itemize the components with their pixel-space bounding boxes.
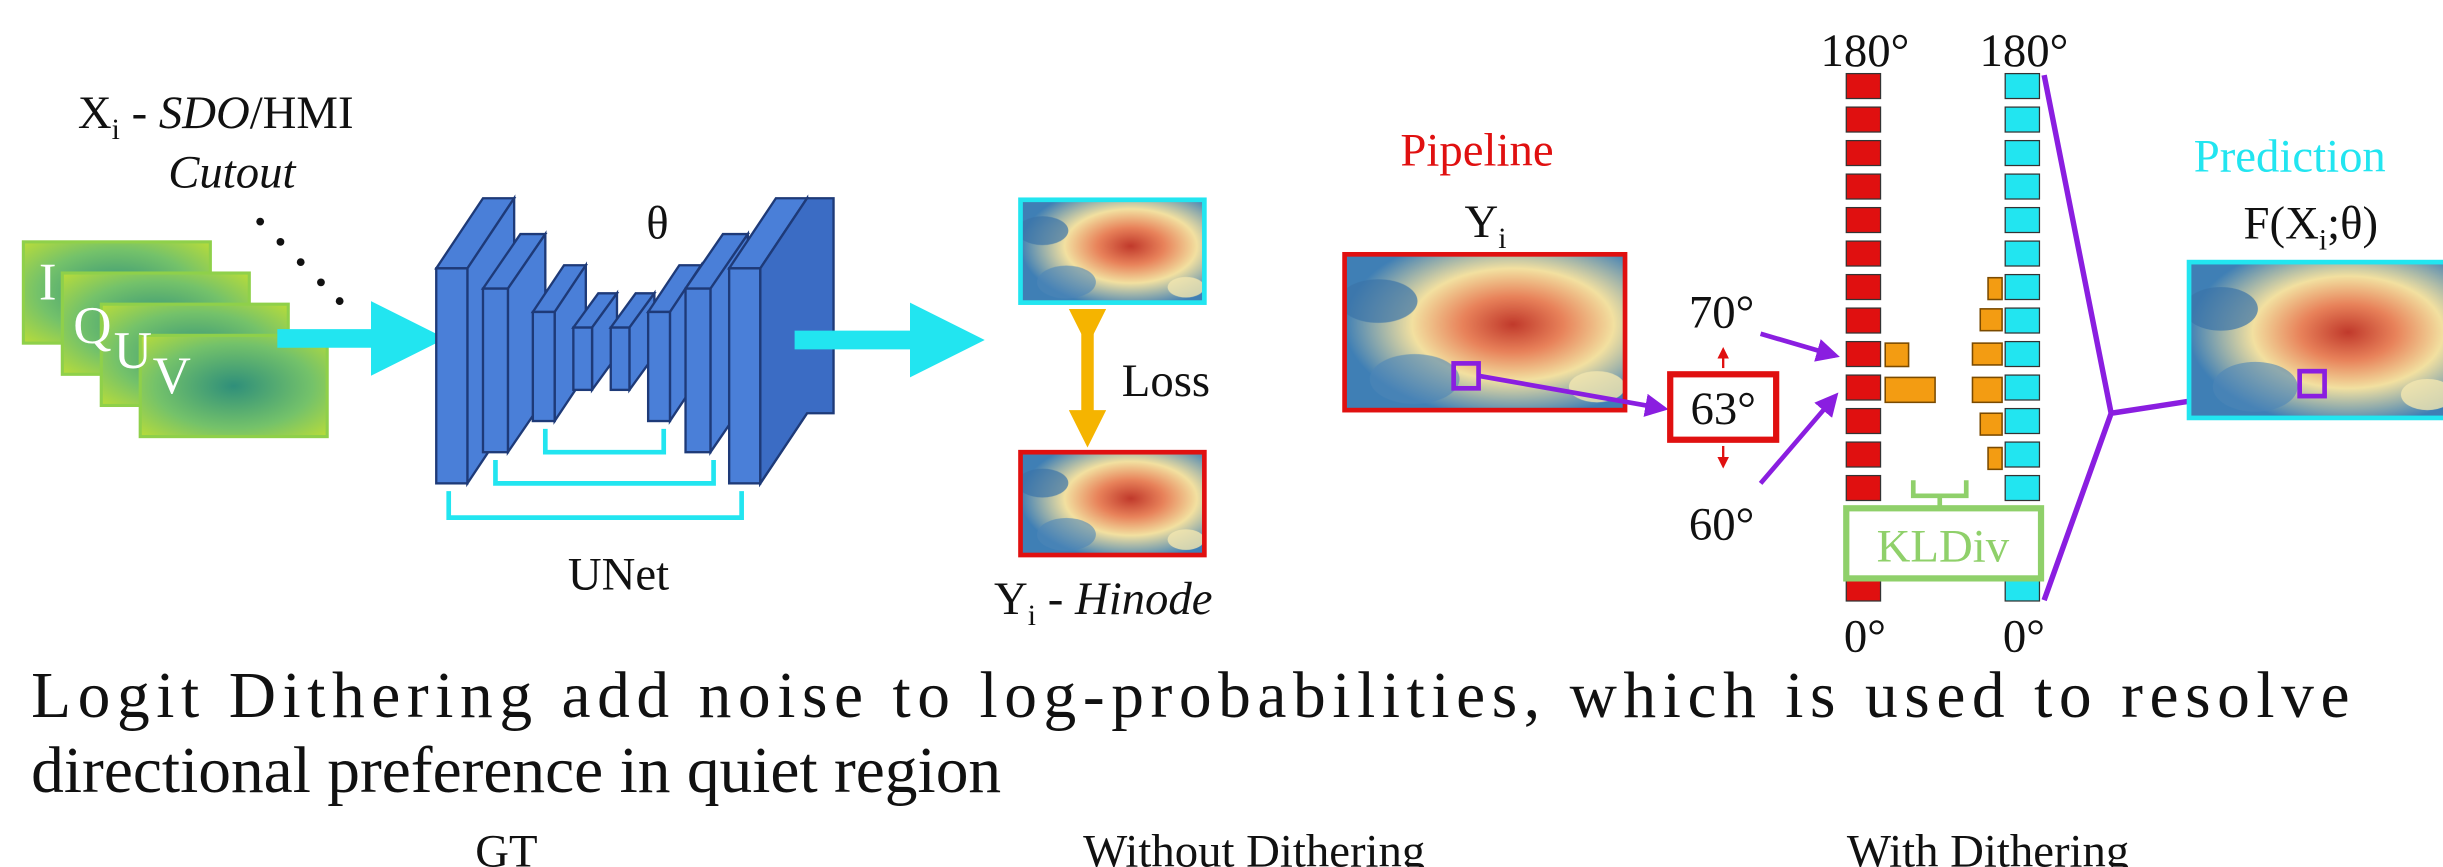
axis-label: 0° — [1844, 611, 1886, 663]
text: Y — [1465, 196, 1499, 248]
pipeline-image — [1345, 254, 1625, 410]
bin-cell — [2005, 442, 2039, 467]
angle-value: 63° — [1690, 383, 1755, 435]
bin-cell — [2005, 141, 2039, 166]
unet — [436, 198, 833, 483]
text: - — [120, 87, 159, 139]
panel-title: With Dithering — [1847, 826, 2129, 867]
bin-cell — [2005, 275, 2039, 300]
target-image — [1021, 452, 1205, 555]
text: i — [2319, 225, 2327, 257]
text: i — [1498, 223, 1506, 255]
bin-cell — [2005, 476, 2039, 501]
bin-cell — [1846, 208, 1880, 233]
bin-cell — [1846, 107, 1880, 132]
bin-cell — [1846, 241, 1880, 266]
panel-title: Without Dithering — [1083, 826, 1425, 867]
histogram-bars — [1885, 278, 2002, 470]
axis-label: 180° — [1979, 25, 2068, 77]
text: F(X — [2244, 198, 2319, 250]
bin-cell — [2005, 74, 2039, 99]
bin-cell — [2005, 107, 2039, 132]
target-label: Yi - Hinode — [994, 573, 1213, 632]
bin-cell — [1846, 342, 1880, 367]
text: i — [1028, 600, 1036, 632]
angle-upper: 70° — [1689, 287, 1754, 339]
loss-label: Loss — [1122, 355, 1210, 407]
theta: θ — [646, 198, 668, 250]
bin-cell — [2005, 308, 2039, 333]
unet-label: UNet — [568, 548, 669, 600]
text: X — [78, 87, 112, 139]
caption: directional preference in quiet region — [31, 735, 1001, 807]
bin-cell — [1846, 409, 1880, 434]
input-label: Xi - SDO/HMI — [78, 87, 354, 146]
text: Hinode — [1074, 573, 1213, 625]
figure: I Q U V Xi - SDO/HMI Cutout θ UNet Loss … — [0, 0, 2443, 867]
bin-cell — [1846, 442, 1880, 467]
input-stack: I Q U V — [23, 218, 343, 437]
bin-cell — [1846, 174, 1880, 199]
text: - — [1036, 573, 1075, 625]
bracket — [1913, 480, 1966, 508]
caption: Logit Dithering add noise to log-probabi… — [31, 660, 2349, 732]
bin-cell — [2005, 342, 2039, 367]
prediction-f: F(Xi;θ) — [2244, 198, 2378, 257]
output-image — [1021, 200, 1205, 303]
bin-cell — [1846, 476, 1880, 501]
text: /HMI — [250, 87, 354, 139]
text: SDO — [159, 87, 250, 139]
bin-cell — [2005, 241, 2039, 266]
pipeline-title: Pipeline — [1400, 125, 1553, 177]
text: ;θ) — [2327, 198, 2378, 250]
bin-cell — [2005, 174, 2039, 199]
arrow — [1761, 334, 1836, 356]
text: Y — [994, 573, 1028, 625]
channel: Q — [73, 297, 111, 355]
bin-cell — [2005, 375, 2039, 400]
bin-cell — [1846, 308, 1880, 333]
bin-cell — [1846, 275, 1880, 300]
input-label: Cutout — [168, 146, 296, 198]
prediction-title: Prediction — [2194, 131, 2386, 183]
panel-title: GT — [475, 826, 537, 867]
axis-label: 0° — [2003, 611, 2045, 663]
bin-cell — [1846, 74, 1880, 99]
bin-cell — [2005, 409, 2039, 434]
text: i — [112, 114, 120, 146]
channel: V — [153, 347, 191, 405]
kldiv-label: KLDiv — [1877, 520, 2010, 572]
pipeline-y: Yi — [1465, 196, 1507, 255]
bin-cell — [2005, 208, 2039, 233]
channel: I — [39, 254, 57, 312]
axis-label: 180° — [1821, 25, 1910, 77]
bin-cell — [1846, 375, 1880, 400]
channel: U — [114, 322, 152, 380]
angle-lower: 60° — [1689, 498, 1754, 550]
bin-cell — [1846, 141, 1880, 166]
